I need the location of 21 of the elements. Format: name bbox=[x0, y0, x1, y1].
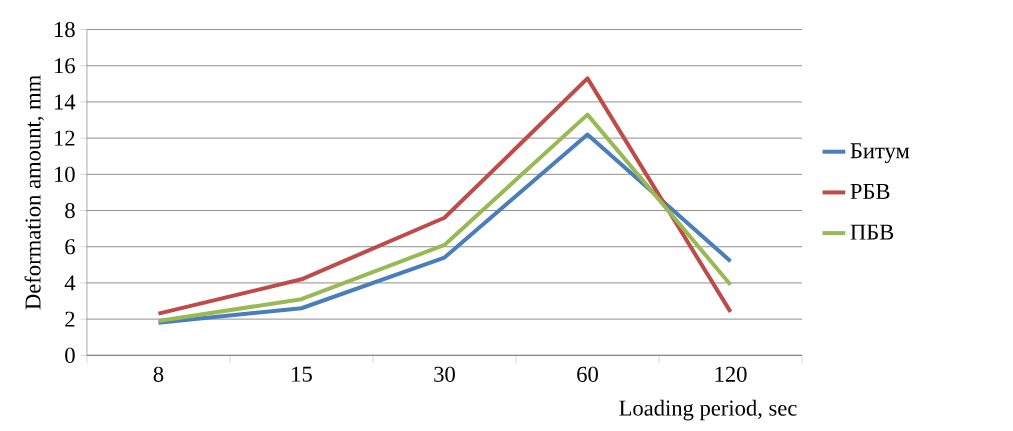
y-axis-title: Deformation amount, mm bbox=[24, 75, 44, 310]
y-tick-label: 4 bbox=[64, 275, 76, 291]
legend-label: ПБВ bbox=[850, 224, 894, 240]
legend-label: Битум bbox=[850, 143, 910, 164]
x-tick-label: 15 bbox=[292, 366, 312, 382]
y-tick-label: 10 bbox=[54, 166, 75, 182]
y-tick-label: 0 bbox=[65, 347, 75, 363]
y-tick-label: 16 bbox=[54, 58, 75, 74]
y-tick-label: 14 bbox=[54, 94, 76, 110]
x-tick-label: 8 bbox=[153, 366, 164, 382]
y-tick-label: 12 bbox=[54, 130, 75, 146]
legend-label: РБВ bbox=[850, 184, 890, 199]
y-tick-label: 18 bbox=[54, 21, 75, 38]
x-tick-label: 60 bbox=[577, 366, 598, 382]
y-tick-label: 6 bbox=[65, 239, 75, 255]
y-tick-label: 2 bbox=[65, 311, 75, 327]
x-tick-label: 30 bbox=[434, 366, 455, 382]
x-axis-title: Loading period, sec bbox=[619, 399, 797, 421]
x-tick-label: 120 bbox=[715, 366, 747, 382]
line-series bbox=[156, 76, 733, 316]
y-tick-label: 8 bbox=[65, 202, 75, 219]
